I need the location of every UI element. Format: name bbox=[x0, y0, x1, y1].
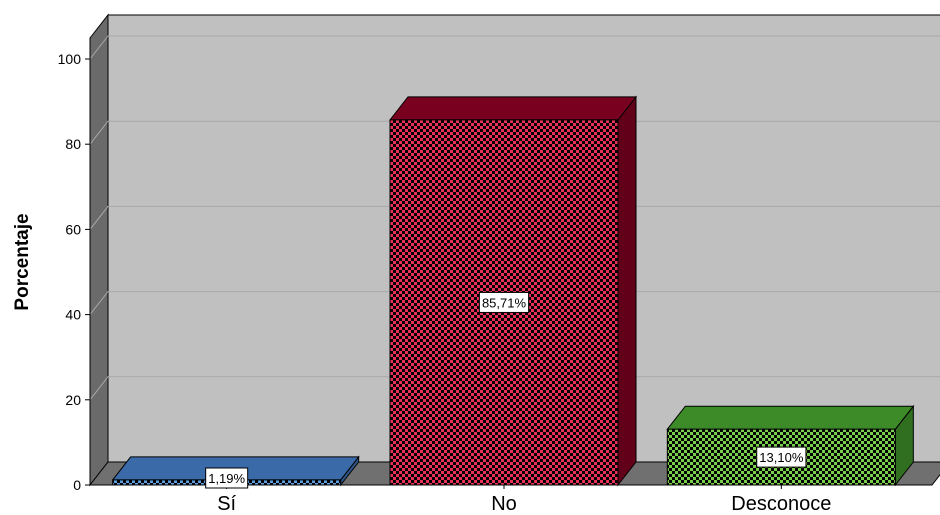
data-labels: 1,19% 85,71% 13,10% bbox=[205, 291, 807, 489]
gridline bbox=[89, 205, 940, 230]
side-wall bbox=[89, 13, 109, 487]
gridline bbox=[89, 291, 940, 315]
bar-side bbox=[617, 95, 637, 487]
bar-2 bbox=[388, 95, 638, 487]
data-label: 85,71% bbox=[478, 291, 530, 313]
x-tick-label: Sí bbox=[217, 493, 236, 515]
data-label: 13,10% bbox=[756, 446, 807, 468]
x-tick-label: Desconoce bbox=[731, 493, 831, 515]
bar-top bbox=[666, 405, 915, 430]
svg-text:13,10%: 13,10% bbox=[759, 450, 804, 465]
x-tick-label: No bbox=[491, 493, 517, 515]
x-axis: Sí No Desconoce bbox=[217, 485, 831, 515]
data-label: 1,19% bbox=[205, 467, 249, 489]
gridline bbox=[89, 120, 940, 145]
y-tick-label: 100 bbox=[58, 51, 82, 67]
bar-top bbox=[388, 96, 638, 121]
y-axis-label: Porcentaje bbox=[12, 213, 33, 310]
gridline bbox=[89, 35, 940, 60]
y-tick-label: 60 bbox=[65, 221, 81, 237]
y-tick-label: 80 bbox=[65, 136, 81, 152]
y-tick-label: 0 bbox=[73, 477, 81, 493]
y-axis: 0 20 40 60 80 100 bbox=[58, 49, 91, 493]
gridlines bbox=[89, 35, 940, 401]
svg-text:1,19%: 1,19% bbox=[208, 471, 245, 486]
svg-text:85,71%: 85,71% bbox=[482, 295, 527, 310]
gridline bbox=[89, 376, 940, 401]
y-tick-label: 20 bbox=[65, 392, 81, 408]
bar-3 bbox=[666, 404, 915, 487]
y-tick-label: 40 bbox=[65, 307, 81, 323]
